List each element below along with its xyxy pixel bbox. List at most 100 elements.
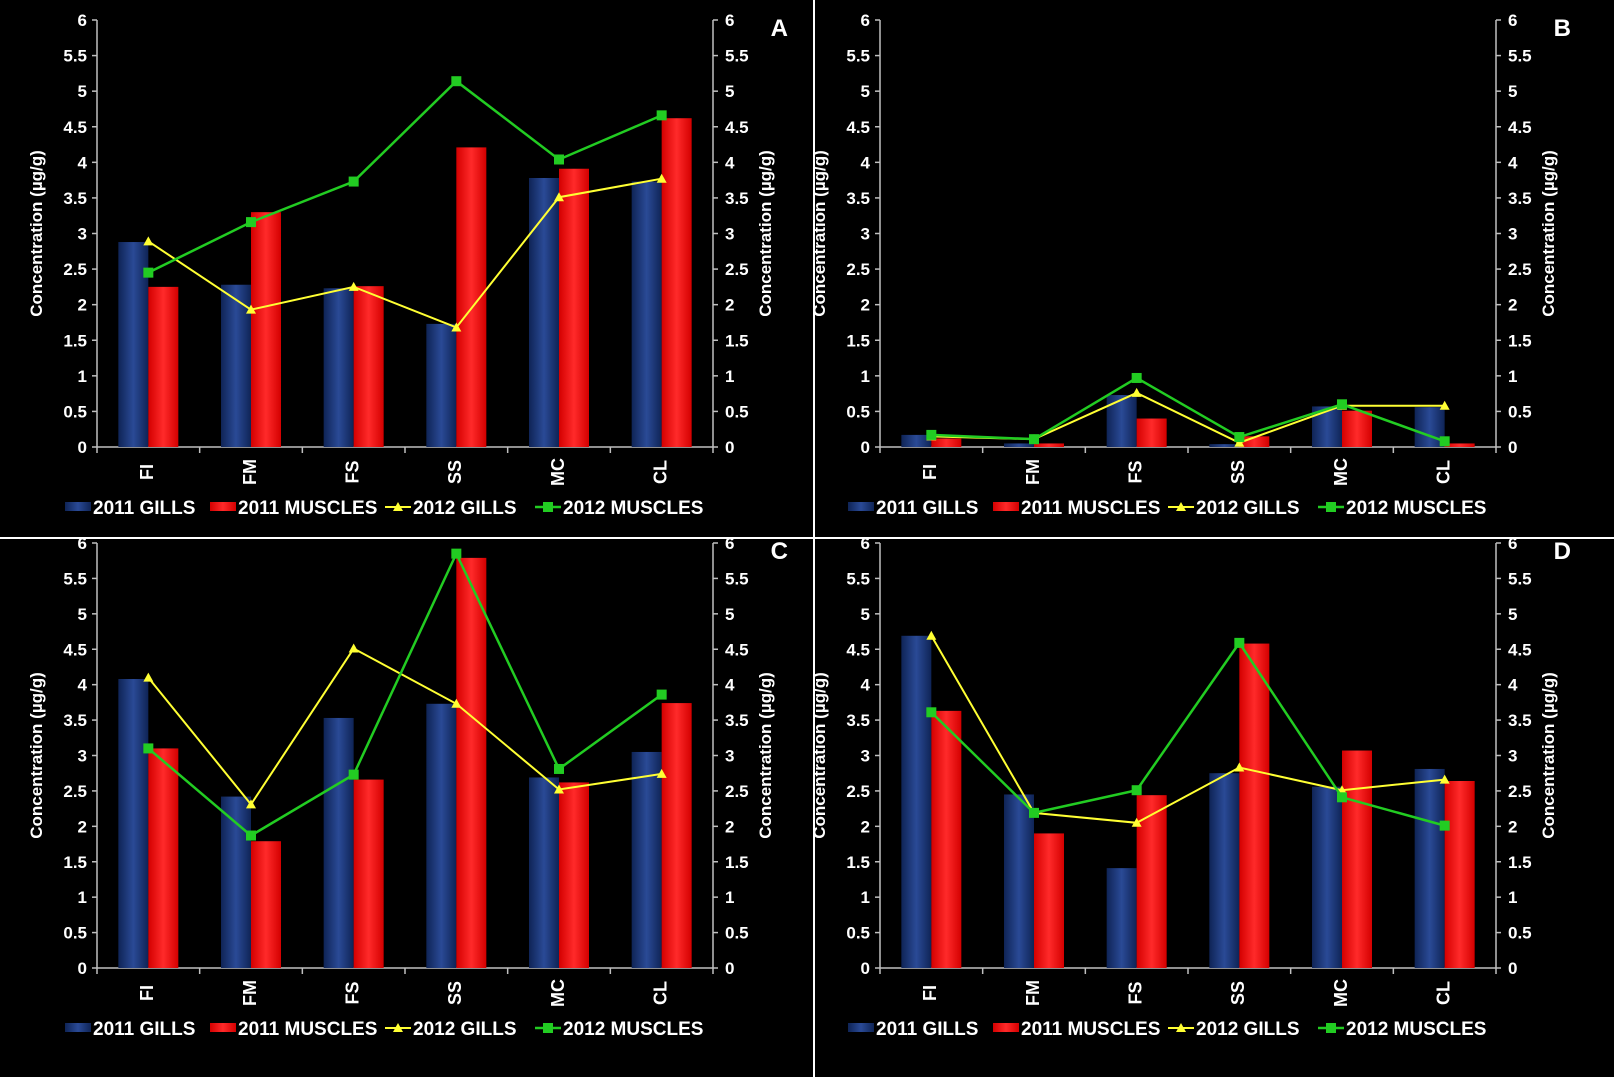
legend-label: 2011 MUSCLES (1021, 498, 1160, 519)
y-axis-title-left: Concentration (µg/g) (810, 672, 829, 839)
bar-2011-gills (1106, 868, 1137, 968)
left-y-tick-label: 3 (78, 747, 87, 766)
right-y-tick-label: 5.5 (1508, 569, 1532, 588)
point-2012-gills (1439, 400, 1450, 410)
left-y-tick-label: 2.5 (846, 260, 870, 279)
right-y-tick-label: 3.5 (725, 711, 749, 730)
left-y-tick-label: 0 (861, 959, 870, 978)
right-y-tick-label: 0.5 (725, 924, 749, 943)
legend-swatch-2011-muscles (210, 1023, 236, 1032)
left-y-tick-label: 1.5 (63, 331, 87, 350)
x-category-label: SS (445, 981, 465, 1005)
bar-2011-muscles (456, 557, 487, 968)
left-y-tick-label: 6 (78, 534, 87, 553)
x-category-label: MC (1331, 458, 1351, 486)
y-axis-title-right: Concentration (µg/g) (1539, 672, 1558, 839)
right-y-tick-label: 0.5 (725, 402, 749, 421)
legend-label: 2011 GILLS (876, 1019, 978, 1040)
left-y-tick-label: 4.5 (63, 118, 87, 137)
left-y-tick-label: 0 (861, 438, 870, 457)
legend-label: 2012 GILLS (1196, 498, 1300, 519)
left-y-tick-label: 2 (78, 817, 87, 836)
right-y-tick-label: 3 (1508, 747, 1517, 766)
bar-2011-muscles (1444, 781, 1475, 968)
point-2012-gills (1234, 437, 1245, 447)
point-2012-muscles (348, 176, 359, 187)
x-category-label: FS (342, 981, 362, 1004)
left-y-tick-label: 3 (78, 225, 87, 244)
left-y-tick-label: 5 (78, 605, 87, 624)
point-2012-gills (246, 799, 256, 809)
point-2012-muscles (143, 743, 154, 754)
y-axis-title-right: Concentration (µg/g) (756, 150, 775, 317)
bar-2011-gills (901, 635, 932, 968)
point-2012-muscles (1029, 434, 1039, 445)
legend-label: 2012 MUSCLES (1346, 1019, 1486, 1040)
right-y-tick-label: 0 (1508, 959, 1517, 978)
bar-2011-muscles (353, 286, 384, 447)
left-y-tick-label: 4.5 (63, 640, 87, 659)
right-y-tick-label: 4 (725, 676, 735, 695)
legend-swatch-2011-gills (65, 1023, 91, 1032)
right-y-tick-label: 3.5 (1508, 189, 1532, 208)
bar-2011-muscles (1239, 436, 1270, 447)
legend-marker-2012-gills (393, 1023, 403, 1032)
y-axis-title-left: Concentration (µg/g) (27, 672, 46, 839)
point-2012-gills (143, 672, 154, 682)
legend-marker-2012-muscles (1326, 1023, 1336, 1033)
point-2012-muscles (1131, 785, 1142, 796)
x-category-label: FI (920, 464, 940, 480)
point-2012-muscles (656, 110, 667, 121)
left-y-tick-label: 5 (78, 82, 87, 101)
legend-label: 2011 GILLS (93, 1019, 195, 1040)
left-y-tick-label: 3 (861, 747, 870, 766)
y-axis-title-right: Concentration (µg/g) (756, 672, 775, 839)
x-category-label: FS (1125, 981, 1145, 1004)
point-2012-muscles (1029, 807, 1039, 818)
right-y-tick-label: 5.5 (725, 47, 749, 66)
legend: 2011 GILLS 2011 MUSCLES 2012 GILLS 2012 MUS… (848, 498, 1486, 519)
left-y-tick-label: 2.5 (63, 782, 87, 801)
point-2012-gills (554, 192, 564, 202)
right-y-tick-label: 1 (725, 367, 734, 386)
point-2012-muscles (1131, 372, 1142, 383)
chart-panel-d: 0 0 0.5 0.5 1 1 1.5 1.5 2 2 2.5 2.5 3 3 3.5 3.5 4 4 4.5 4.5… (810, 534, 1571, 1040)
left-y-tick-label: 2 (861, 817, 870, 836)
bar-2011-muscles (559, 168, 589, 447)
right-y-tick-label: 2 (725, 817, 734, 836)
x-category-label: SS (445, 460, 465, 484)
point-2012-muscles (246, 217, 256, 228)
point-2012-gills (348, 643, 359, 653)
left-y-tick-label: 5.5 (63, 569, 87, 588)
point-2012-muscles (656, 689, 667, 700)
left-y-tick-label: 4.5 (846, 118, 870, 137)
x-category-label: CL (1433, 981, 1453, 1005)
line-2012-muscles (147, 550, 663, 838)
right-y-tick-label: 2 (725, 296, 734, 315)
right-y-tick-label: 4.5 (725, 640, 749, 659)
left-y-tick-label: 2.5 (63, 260, 87, 279)
right-y-tick-label: 5.5 (1508, 47, 1532, 66)
bar-2011-muscles (1034, 443, 1064, 447)
legend-label: 2011 GILLS (93, 498, 195, 519)
point-2012-muscles (1234, 432, 1245, 443)
right-y-tick-label: 4 (1508, 153, 1518, 172)
bar-2011-gills (1414, 768, 1445, 968)
bar-2011-muscles (931, 438, 962, 447)
bar-2011-gills (323, 288, 354, 447)
right-y-tick-label: 1 (1508, 367, 1517, 386)
point-2012-gills (1439, 774, 1450, 784)
bar-2011-muscles (1342, 750, 1372, 968)
bar-2011-gills (426, 323, 457, 447)
y-axis-title-left: Concentration (µg/g) (810, 150, 829, 317)
x-category-label: CL (1433, 460, 1453, 484)
bar-2011-muscles (148, 748, 179, 968)
point-2012-muscles (451, 548, 462, 559)
left-y-tick-label: 2.5 (846, 782, 870, 801)
bar-2011-muscles (559, 782, 589, 968)
bar-2011-gills (1004, 443, 1034, 447)
line-2012-gills (147, 647, 662, 807)
legend-swatch-2011-muscles (210, 502, 236, 511)
left-y-tick-label: 2 (78, 296, 87, 315)
